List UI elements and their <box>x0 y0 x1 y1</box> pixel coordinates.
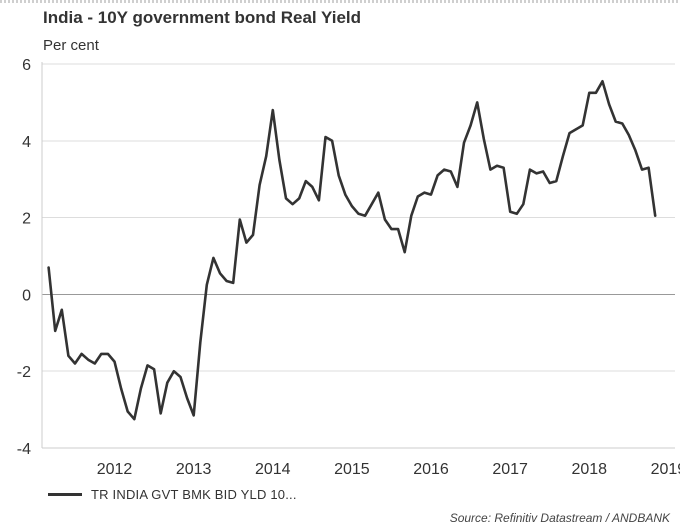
top-dotted-rule <box>0 0 680 3</box>
x-tick-label: 2018 <box>571 461 607 478</box>
y-tick-label: -4 <box>17 441 31 458</box>
y-tick-label: 6 <box>22 57 31 74</box>
chart-subtitle: Per cent <box>43 37 99 54</box>
series-line <box>47 80 657 421</box>
chart-title: India - 10Y government bond Real Yield <box>43 8 362 27</box>
x-tick-label: 2015 <box>334 461 370 478</box>
y-tick-label: 0 <box>22 287 31 304</box>
legend-line-swatch <box>48 493 82 496</box>
x-tick-label: 2012 <box>97 461 133 478</box>
y-tick-label: 4 <box>22 134 31 151</box>
y-tick-label: -2 <box>17 364 31 381</box>
source-note: Source: Refinitiv Datastream / ANDBANK <box>449 511 670 525</box>
legend-label: TR INDIA GVT BMK BID YLD 10... <box>91 487 297 502</box>
y-tick-label: 2 <box>22 211 31 228</box>
x-tick-label: 2017 <box>492 461 528 478</box>
chart-legend: TR INDIA GVT BMK BID YLD 10... <box>48 487 297 502</box>
x-tick-label: 2016 <box>413 461 449 478</box>
x-tick-label: 2019 <box>651 461 680 478</box>
x-tick-label: 2014 <box>255 461 291 478</box>
x-tick-label: 2013 <box>176 461 212 478</box>
